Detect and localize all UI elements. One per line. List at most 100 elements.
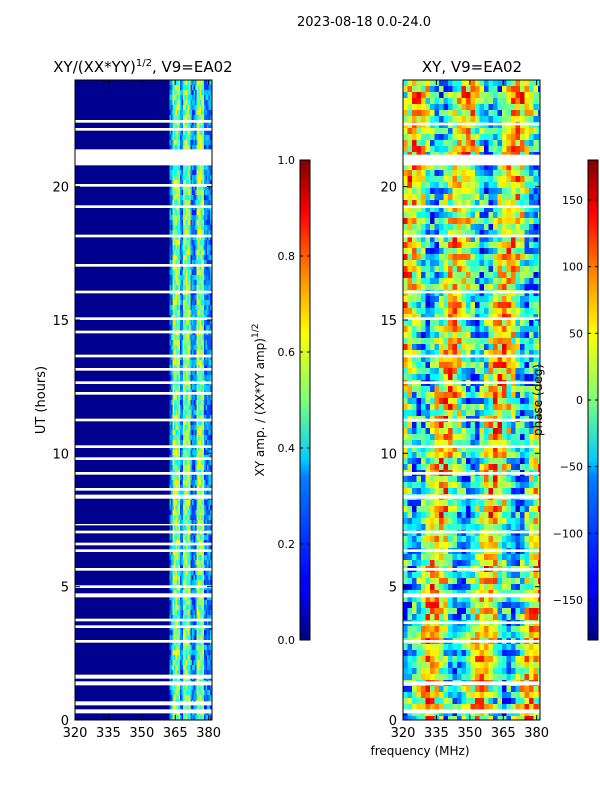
phase-cell — [511, 218, 516, 225]
amp-cell — [177, 310, 179, 316]
amp-cell — [195, 500, 197, 506]
phase-cell — [529, 92, 534, 99]
amp-cell — [207, 535, 209, 541]
amp-cell — [189, 375, 191, 381]
amp-cell — [180, 490, 182, 496]
phase-cell — [493, 296, 498, 303]
amp-cell — [207, 440, 209, 446]
amp-cell — [172, 245, 175, 251]
phase-cell — [452, 230, 458, 237]
amp-cell — [175, 280, 178, 286]
phase-cell — [412, 254, 417, 261]
phase-cell — [457, 212, 462, 219]
amp-cell — [180, 695, 182, 701]
amp-cell — [174, 485, 176, 491]
amp-cell — [172, 210, 175, 216]
phase-cell — [502, 302, 507, 309]
amp-cell — [207, 430, 209, 436]
amp-cell — [171, 395, 173, 401]
amp-cell — [178, 660, 181, 666]
amp-cell — [207, 145, 209, 151]
amp-cell — [192, 630, 194, 636]
phase-cell — [484, 86, 489, 93]
phase-cell — [506, 116, 512, 123]
amp-cell — [199, 615, 202, 621]
amp-cell — [196, 345, 199, 351]
amp-cell — [181, 670, 184, 676]
amp-cell — [178, 305, 181, 311]
phase-cell — [470, 308, 476, 315]
amp-cell — [181, 430, 184, 436]
amp-cell — [201, 595, 203, 601]
amp-cell — [178, 560, 181, 566]
phase-cell — [515, 200, 521, 207]
amp-cell — [189, 295, 191, 301]
amp-cell — [193, 265, 196, 271]
phase-cell — [430, 236, 435, 243]
amp-cell — [190, 350, 193, 356]
amp-cell — [187, 320, 190, 326]
phase-cell — [452, 218, 458, 225]
amp-cell — [172, 605, 175, 611]
amp-cell — [184, 570, 187, 576]
phase-cell — [520, 314, 525, 321]
phase-cell — [452, 86, 458, 93]
amp-cell — [195, 180, 197, 186]
amp-cell — [183, 235, 185, 241]
amp-cell — [190, 230, 193, 236]
phase-cell — [412, 278, 417, 285]
phase-cell — [466, 80, 471, 87]
phase-cell — [524, 218, 530, 225]
amp-cell — [172, 450, 175, 456]
amp-cell — [175, 555, 178, 561]
amp-cell — [171, 660, 173, 666]
amp-cell — [187, 480, 190, 486]
amp-cell — [208, 190, 211, 196]
amp-cell — [183, 305, 185, 311]
amp-cell — [193, 630, 196, 636]
amp-cell — [174, 270, 176, 276]
phase-cell — [425, 194, 431, 201]
amp-cell — [186, 135, 188, 141]
amp-cell — [171, 240, 173, 246]
phase-cell — [475, 224, 480, 231]
phase-cell — [488, 308, 494, 315]
amp-cell — [208, 460, 211, 466]
amp-cell — [205, 660, 208, 666]
phase-cell — [493, 176, 498, 183]
gap-row — [75, 149, 212, 166]
amp-cell — [169, 200, 172, 206]
amp-cell — [187, 715, 190, 721]
amp-cell — [186, 670, 188, 676]
amp-cell — [198, 440, 200, 446]
amp-cell — [193, 550, 196, 556]
amp-cell — [210, 220, 212, 226]
phase-cell — [448, 242, 453, 249]
amp-cell — [207, 550, 209, 556]
amp-cell — [183, 220, 185, 226]
amp-cell — [195, 610, 197, 616]
phase-cell — [475, 98, 480, 105]
amp-cell — [195, 265, 197, 271]
phase-cell — [502, 182, 507, 189]
amp-cell — [204, 405, 206, 411]
amp-cell — [202, 360, 205, 366]
phase-cell — [412, 248, 417, 255]
amp-cell — [190, 525, 193, 531]
amp-cell — [202, 235, 205, 241]
amp-cell — [184, 690, 187, 696]
phase-cell — [448, 326, 453, 333]
amp-cell — [190, 545, 193, 551]
amp-cell — [169, 630, 172, 636]
phase-cell — [529, 236, 534, 243]
amp-cell — [210, 85, 212, 91]
amp-cell — [204, 200, 206, 206]
amp-cell — [187, 395, 190, 401]
amp-cell — [184, 645, 187, 651]
amp-cell — [207, 635, 209, 641]
phase-cell — [493, 278, 498, 285]
amp-cell — [198, 110, 200, 116]
amp-cell — [177, 555, 179, 561]
phase-cell — [425, 188, 431, 195]
amp-cell — [193, 220, 196, 226]
